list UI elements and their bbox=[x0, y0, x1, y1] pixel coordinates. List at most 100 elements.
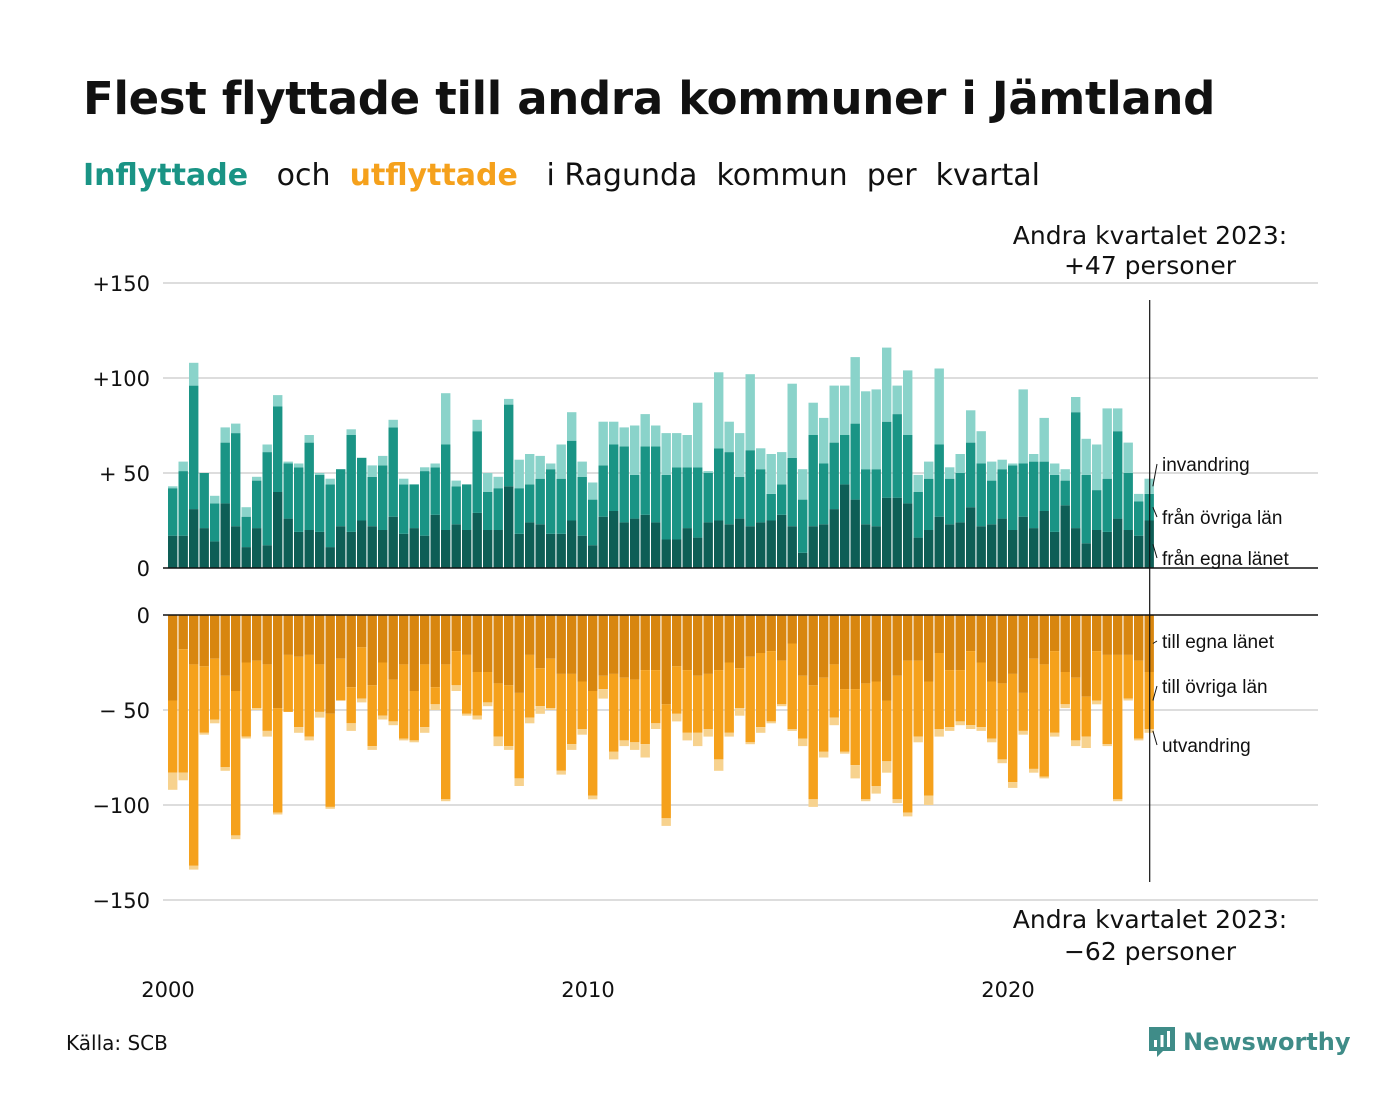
bar-in-0 bbox=[640, 514, 650, 568]
bar-in-0 bbox=[976, 526, 986, 568]
bar-out-0 bbox=[451, 615, 461, 652]
bar-out-2 bbox=[1018, 730, 1028, 735]
bar-in-1 bbox=[577, 476, 587, 536]
bar-in-1 bbox=[441, 444, 451, 530]
bar-out-0 bbox=[273, 615, 283, 709]
bar-out-0 bbox=[997, 615, 1007, 684]
bar-out-1 bbox=[378, 662, 388, 716]
bar-out-1 bbox=[409, 691, 419, 741]
bar-in-2 bbox=[283, 461, 293, 464]
bar-in-1 bbox=[451, 486, 461, 525]
bar-out-0 bbox=[262, 615, 272, 665]
bar-in-2 bbox=[346, 429, 356, 435]
bar-in-1 bbox=[955, 473, 965, 523]
bar-in-1 bbox=[252, 480, 262, 529]
bar-in-1 bbox=[619, 446, 629, 523]
bar-out-2 bbox=[577, 729, 587, 735]
bar-in-0 bbox=[367, 526, 377, 568]
bar-out-2 bbox=[556, 770, 566, 775]
bar-in-2 bbox=[1039, 417, 1049, 462]
bar-out-2 bbox=[903, 812, 913, 817]
bar-out-0 bbox=[483, 615, 493, 672]
bar-out-2 bbox=[598, 689, 608, 699]
bar-out-1 bbox=[871, 681, 881, 786]
bar-in-1 bbox=[976, 463, 986, 527]
bar-out-0 bbox=[1050, 615, 1060, 652]
bar-in-2 bbox=[756, 448, 766, 470]
bar-in-0 bbox=[619, 522, 629, 568]
bar-out-2 bbox=[861, 799, 871, 802]
bar-in-2 bbox=[871, 389, 881, 470]
bar-in-1 bbox=[357, 457, 367, 521]
bar-out-1 bbox=[462, 654, 472, 714]
bar-in-1 bbox=[630, 474, 640, 519]
bar-in-2 bbox=[577, 461, 587, 477]
bar-in-1 bbox=[882, 421, 892, 498]
bar-out-0 bbox=[1134, 615, 1144, 661]
bar-in-0 bbox=[934, 516, 944, 568]
bar-out-2 bbox=[798, 738, 808, 747]
bar-out-0 bbox=[231, 615, 241, 691]
bar-in-2 bbox=[304, 435, 314, 443]
bar-in-2 bbox=[798, 469, 808, 500]
bar-in-2 bbox=[840, 385, 850, 435]
bar-in-1 bbox=[1081, 474, 1091, 544]
bar-out-1 bbox=[451, 651, 461, 686]
bar-out-2 bbox=[430, 704, 440, 710]
bar-in-0 bbox=[1134, 535, 1144, 568]
bar-in-0 bbox=[777, 514, 787, 568]
bar-in-2 bbox=[220, 427, 230, 443]
bar-in-2 bbox=[325, 478, 335, 485]
bar-out-1 bbox=[861, 683, 871, 800]
bar-out-0 bbox=[861, 615, 871, 684]
bar-in-0 bbox=[420, 535, 430, 568]
bar-out-1 bbox=[787, 643, 797, 729]
bar-in-1 bbox=[766, 493, 776, 521]
bar-in-0 bbox=[189, 509, 199, 568]
bar-out-2 bbox=[304, 736, 314, 741]
bar-out-1 bbox=[220, 675, 230, 767]
bar-in-0 bbox=[577, 535, 587, 568]
bar-out-0 bbox=[714, 615, 724, 671]
bar-in-1 bbox=[1008, 465, 1018, 530]
bar-in-0 bbox=[997, 518, 1007, 568]
bar-in-1 bbox=[598, 465, 608, 517]
bar-in-0 bbox=[682, 528, 692, 568]
bar-out-2 bbox=[493, 736, 503, 747]
bar-out-2 bbox=[955, 721, 965, 726]
bar-out-1 bbox=[535, 668, 545, 707]
bar-in-1 bbox=[483, 492, 493, 530]
bar-in-0 bbox=[1071, 528, 1081, 568]
bar-out-0 bbox=[304, 615, 314, 655]
x-tick-label: 2000 bbox=[141, 978, 194, 1002]
bar-out-0 bbox=[976, 615, 986, 663]
bar-out-1 bbox=[987, 681, 997, 739]
bar-in-2 bbox=[861, 391, 871, 470]
bar-in-2 bbox=[525, 454, 535, 485]
bar-out-0 bbox=[283, 615, 293, 655]
bar-out-0 bbox=[388, 615, 398, 680]
bar-out-0 bbox=[871, 615, 881, 682]
bar-in-1 bbox=[1071, 412, 1081, 529]
bar-in-2 bbox=[1018, 389, 1028, 464]
bar-in-2 bbox=[934, 368, 944, 445]
bar-in-1 bbox=[1102, 478, 1112, 532]
bar-out-0 bbox=[220, 615, 230, 676]
bar-out-2 bbox=[1113, 799, 1123, 802]
y-tick-label: −100 bbox=[92, 794, 150, 818]
bar-in-1 bbox=[987, 480, 997, 525]
bar-out-2 bbox=[609, 751, 619, 760]
bar-out-2 bbox=[1050, 732, 1060, 737]
bar-out-0 bbox=[766, 615, 776, 652]
bar-in-2 bbox=[724, 421, 734, 453]
bar-in-1 bbox=[735, 476, 745, 519]
bar-in-0 bbox=[462, 530, 472, 568]
bar-out-1 bbox=[693, 675, 703, 733]
bar-out-1 bbox=[966, 651, 976, 726]
subtitle-rest: i Ragunda kommun per kvartal bbox=[546, 158, 1040, 193]
bar-in-1 bbox=[430, 467, 440, 515]
bar-in-2 bbox=[546, 463, 556, 470]
bar-out-2 bbox=[682, 732, 692, 741]
bar-in-2 bbox=[672, 433, 682, 468]
